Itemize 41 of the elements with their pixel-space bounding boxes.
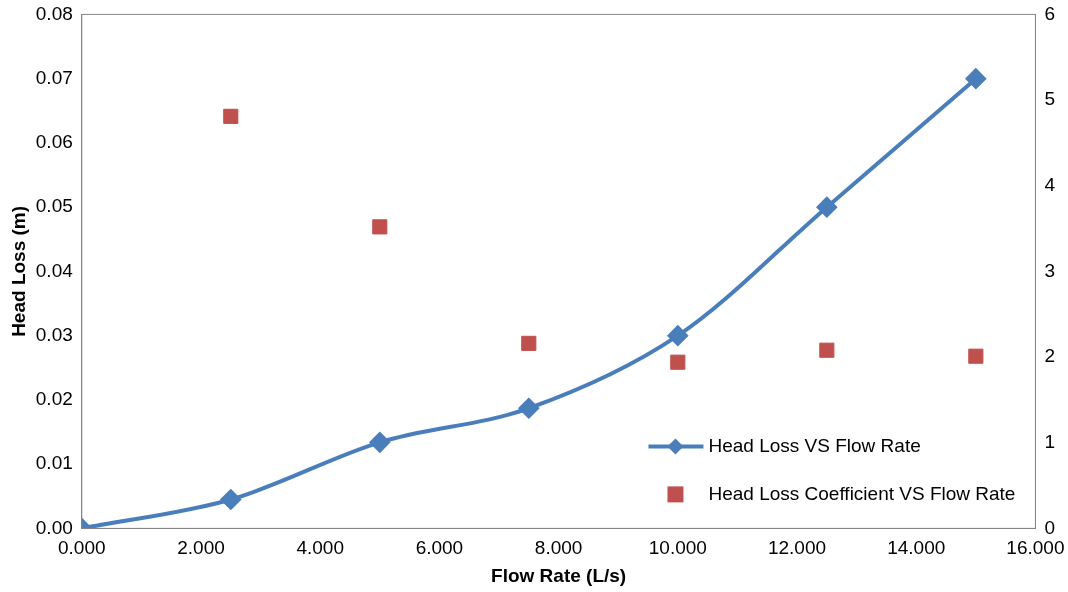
x-axis-title: Flow Rate (L/s) [491,564,627,586]
x-tick-label: 10.000 [648,537,707,559]
point [670,354,686,370]
x-tick-label: 16.000 [1006,537,1065,559]
y2-tick-label: 2 [1044,345,1056,367]
x-tick-label: 2.000 [177,537,225,559]
point [372,219,388,235]
x-tick-label: 6.000 [415,537,464,559]
point [968,348,984,364]
y-tick-label: 0.06 [35,131,73,153]
y2-tick-label: 4 [1044,173,1056,195]
y2-tick-label: 6 [1044,2,1056,24]
point [667,325,688,346]
point [220,489,241,510]
point [521,335,537,351]
x-tick-label: 14.000 [887,537,946,559]
point [819,342,835,358]
y-tick-label: 0.00 [35,516,73,538]
x-tick-label: 8.000 [534,537,583,559]
point [369,432,390,453]
y-tick-label: 0.05 [35,195,73,217]
legend-label: Head Loss Coefficient VS Flow Rate [708,482,1016,504]
y-tick-label: 0.02 [35,388,73,410]
y-tick-label: 0.08 [35,2,73,24]
x-tick-label: 0.000 [58,537,106,559]
point [965,68,986,89]
point [816,197,837,218]
x-tick-label: 12.000 [767,537,827,559]
y-tick-label: 0.01 [35,452,73,474]
y2-tick-label: 0 [1044,516,1056,538]
point [518,398,539,419]
y-tick-label: 0.07 [35,66,73,88]
legend-label: Head Loss VS Flow Rate [708,434,921,456]
y-axis-title: Head Loss (m) [7,205,29,337]
x-tick-label: 4.000 [296,537,344,559]
y2-tick-label: 3 [1044,259,1056,281]
y-tick-label: 0.03 [35,323,73,345]
point [223,108,239,124]
y2-tick-label: 1 [1044,430,1056,452]
y-tick-label: 0.04 [35,259,74,281]
y2-tick-label: 5 [1044,88,1056,110]
